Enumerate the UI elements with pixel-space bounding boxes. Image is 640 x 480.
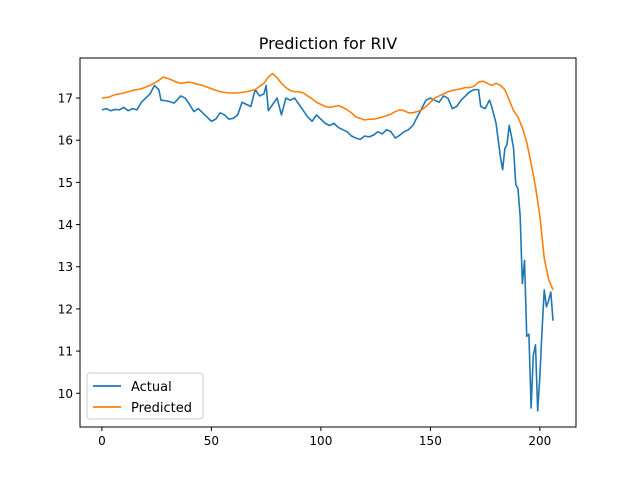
y-tick-label: 15	[58, 176, 73, 190]
x-tick-label: 200	[528, 434, 551, 448]
y-tick-label: 12	[58, 302, 73, 316]
y-tick-label: 17	[58, 92, 73, 106]
legend-label-predicted: Predicted	[131, 401, 192, 416]
plot-frame	[79, 57, 577, 428]
x-tick-label: 150	[419, 434, 442, 448]
y-tick-label: 11	[58, 345, 73, 359]
legend-label-actual: Actual	[131, 380, 172, 395]
y-tick-label: 13	[58, 260, 73, 274]
y-tick-label: 10	[58, 387, 73, 401]
x-tick-label: 50	[204, 434, 219, 448]
y-tick-label: 16	[58, 134, 73, 148]
x-tick-label: 100	[309, 434, 332, 448]
y-tick-label: 14	[58, 218, 73, 232]
chart-title: Prediction for RIV	[259, 34, 397, 53]
series-line-actual	[101, 84, 554, 412]
x-tick-label: 0	[98, 434, 106, 448]
series-line-predicted	[101, 72, 554, 291]
